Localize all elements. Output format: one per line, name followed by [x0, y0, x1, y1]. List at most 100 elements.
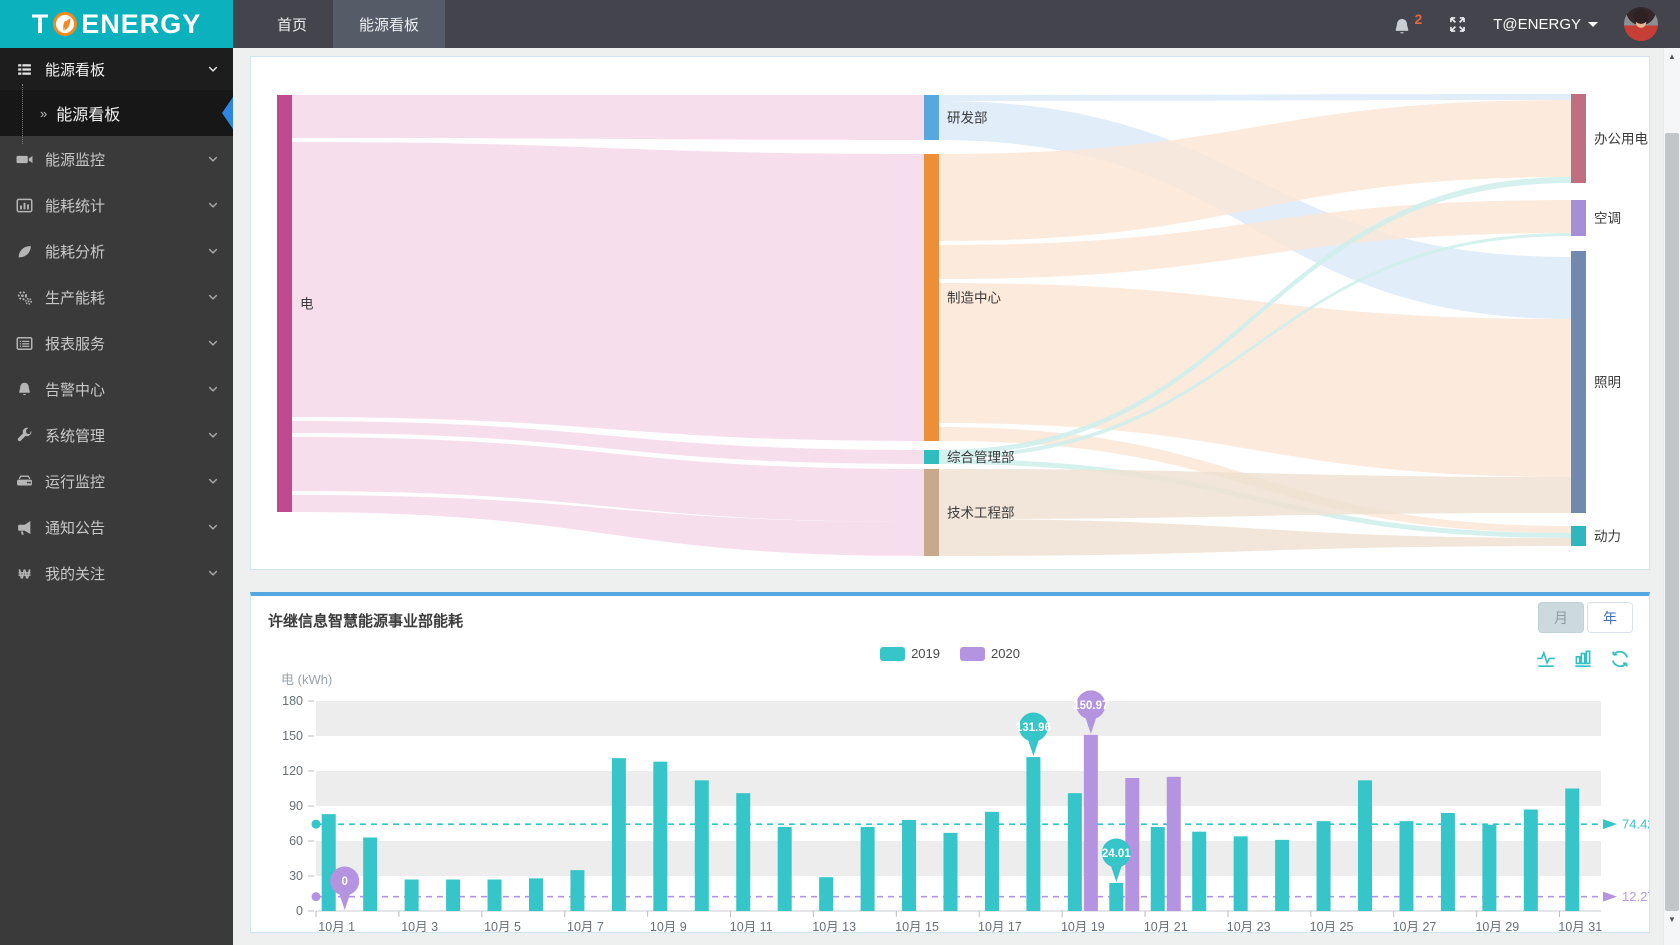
sidebar-item-7[interactable]: 运行监控 — [0, 458, 233, 504]
bar-2019-day3[interactable] — [404, 879, 419, 912]
marker-2019-131.96[interactable]: 131.96 — [1016, 712, 1051, 757]
chevron-down-icon — [208, 248, 218, 254]
bar-2019-day9[interactable] — [653, 761, 668, 911]
sidebar-item-1[interactable]: 能耗统计 — [0, 182, 233, 228]
bar-2019-day11[interactable] — [736, 793, 751, 911]
notification-button[interactable]: 2 — [1392, 11, 1422, 37]
sidebar-item-label: 通知公告 — [45, 519, 106, 537]
sidebar-item-8[interactable]: 通知公告 — [0, 504, 233, 550]
bar-2019-day30[interactable] — [1523, 809, 1538, 912]
scroll-up-icon[interactable]: ▲ — [1664, 48, 1680, 64]
line-chart-tool-icon[interactable] — [1535, 648, 1557, 670]
tab-energy-dashboard[interactable]: 能源看板 — [333, 0, 446, 48]
refresh-icon[interactable] — [1609, 648, 1631, 670]
bar-2019-day18[interactable] — [1026, 757, 1041, 911]
grid-band — [316, 841, 1601, 876]
x-tick-label: 10月 17 — [978, 920, 1022, 932]
bar-2019-day25[interactable] — [1316, 821, 1331, 911]
y-axis-name: 电 (kWh) — [281, 672, 332, 687]
bar-2019-day20[interactable] — [1109, 882, 1124, 911]
sidebar-item-3[interactable]: 生产能耗 — [0, 274, 233, 320]
legend-item-2019[interactable]: 2019 — [880, 646, 940, 661]
period-toggle: 月 年 — [1538, 602, 1633, 633]
bar-2019-day14[interactable] — [860, 827, 875, 911]
bar-2019-day19[interactable] — [1067, 793, 1082, 911]
sankey-node-空调[interactable] — [1571, 200, 1586, 236]
sankey-node-照明[interactable] — [1571, 251, 1586, 513]
bar-2019-day31[interactable] — [1565, 788, 1580, 912]
vertical-scrollbar[interactable]: ▲ ▼ — [1663, 48, 1680, 945]
marker-2020-150.97[interactable]: 150.97 — [1073, 690, 1108, 734]
brand-logo[interactable]: T ENERGY — [0, 0, 233, 48]
sankey-node-动力[interactable] — [1571, 526, 1586, 546]
sankey-link-电-制造中心[interactable] — [292, 142, 924, 441]
legend-item-2020[interactable]: 2020 — [960, 646, 1020, 661]
bar-2019-day29[interactable] — [1482, 824, 1497, 911]
sidebar-item-2[interactable]: 能耗分析 — [0, 228, 233, 274]
avatar[interactable] — [1624, 7, 1658, 41]
bar-2019-day4[interactable] — [446, 879, 461, 912]
sidebar-item-energy-dashboard-group[interactable]: 能源看板 — [0, 48, 233, 90]
sidebar-item-6[interactable]: 系统管理 — [0, 412, 233, 458]
sankey-node-制造中心[interactable] — [924, 154, 939, 441]
bar-2020-day21[interactable] — [1166, 776, 1181, 911]
sankey-node-电[interactable] — [277, 95, 292, 512]
sankey-node-label: 空调 — [1594, 211, 1621, 226]
bar-2019-day2[interactable] — [363, 837, 378, 912]
sidebar-item-4[interactable]: 报表服务 — [0, 320, 233, 366]
sankey-link-制造中心-办公用电[interactable] — [939, 100, 1571, 241]
sankey-node-label: 综合管理部 — [947, 450, 1015, 465]
sankey-link-技术工程部-动力[interactable] — [939, 519, 1571, 556]
bar-2019-day28[interactable] — [1440, 813, 1455, 911]
fullscreen-icon[interactable] — [1448, 15, 1467, 34]
sankey-link-制造中心-空调[interactable] — [939, 200, 1571, 279]
sankey-node-办公用电[interactable] — [1571, 94, 1586, 183]
sankey-link-综合管理部-空调[interactable] — [939, 233, 1571, 459]
month-toggle-button[interactable]: 月 — [1538, 602, 1584, 633]
marker-2020-0[interactable]: 0 — [330, 866, 360, 911]
sankey-link-制造中心-照明[interactable] — [939, 283, 1571, 477]
bar-2019-day24[interactable] — [1275, 839, 1290, 911]
bar-2019-day16[interactable] — [943, 832, 958, 911]
sankey-node-综合管理部[interactable] — [924, 450, 939, 464]
bar-2020-day19[interactable] — [1083, 734, 1098, 911]
tab-home[interactable]: 首页 — [251, 0, 333, 48]
sankey-node-技术工程部[interactable] — [924, 469, 939, 556]
sidebar-item-0[interactable]: 能源监控 — [0, 136, 233, 182]
bar-2019-day15[interactable] — [902, 820, 917, 911]
bar-2019-day13[interactable] — [819, 877, 834, 911]
marker-2019-24.01[interactable]: 24.01 — [1101, 838, 1131, 882]
bar-2019-day21[interactable] — [1150, 827, 1165, 911]
sankey-node-研发部[interactable] — [924, 95, 939, 140]
y-tick-label: 120 — [282, 764, 303, 778]
sidebar-item-9[interactable]: ₩ 我的关注 — [0, 550, 233, 596]
sidebar-item-5[interactable]: 告警中心 — [0, 366, 233, 412]
scroll-down-icon[interactable]: ▼ — [1664, 911, 1680, 927]
bar-2019-day8[interactable] — [611, 758, 626, 911]
bar-2019-day10[interactable] — [694, 780, 709, 911]
bar-2019-day27[interactable] — [1399, 821, 1414, 911]
sankey-link-电-研发部[interactable] — [292, 95, 924, 140]
bar-2019-day1[interactable] — [321, 814, 336, 911]
user-menu[interactable]: T@ENERGY — [1493, 16, 1598, 33]
sankey-link-综合管理部-办公用电[interactable] — [939, 177, 1571, 455]
svg-text:24.01: 24.01 — [1102, 848, 1131, 860]
sankey-link-研发部-办公用电[interactable] — [939, 94, 1571, 101]
bar-2020-day20[interactable] — [1125, 778, 1140, 911]
bar-2019-day12[interactable] — [777, 827, 792, 911]
bar-2019-day7[interactable] — [570, 870, 585, 911]
bar-2019-day17[interactable] — [984, 811, 999, 911]
sankey-link-电-综合管理部[interactable] — [292, 421, 924, 464]
bar-2019-day22[interactable] — [1192, 831, 1207, 911]
sidebar-item-energy-dashboard[interactable]: » 能源看板 — [0, 84, 233, 144]
sankey-link-电-技术工程部[interactable] — [292, 437, 924, 522]
bar-chart-tool-icon[interactable] — [1572, 648, 1594, 670]
bar-2019-day5[interactable] — [487, 879, 502, 912]
bar-2019-day26[interactable] — [1358, 780, 1373, 911]
bar-2019-day23[interactable] — [1233, 836, 1248, 911]
scrollbar-thumb[interactable] — [1665, 133, 1679, 911]
sankey-link-技术工程部-照明[interactable] — [939, 469, 1571, 519]
year-toggle-button[interactable]: 年 — [1587, 602, 1633, 633]
sankey-link-电-技术工程部[interactable] — [292, 495, 924, 556]
bar-2019-day6[interactable] — [528, 878, 543, 911]
